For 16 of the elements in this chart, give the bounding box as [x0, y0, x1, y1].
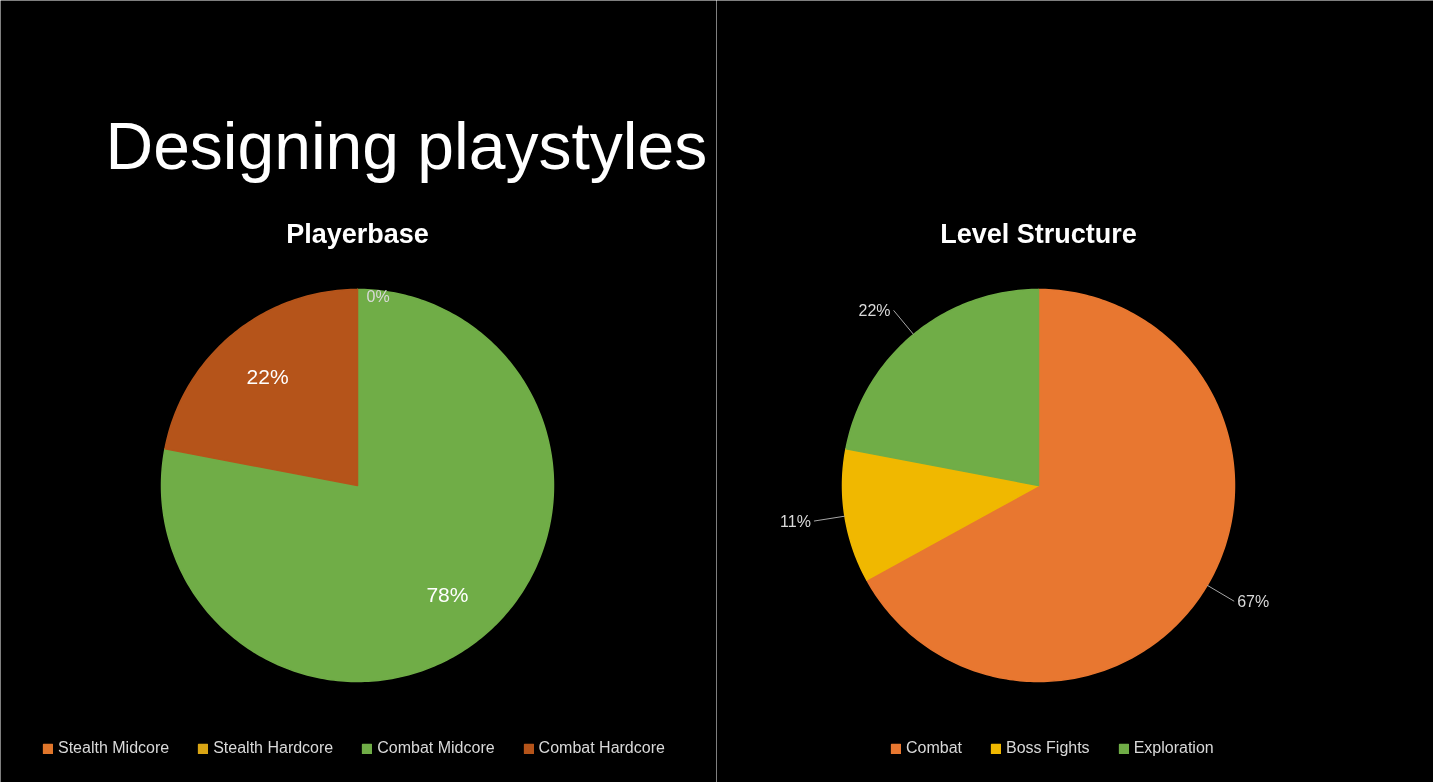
text: 0%: [366, 288, 390, 305]
legend-label: Exploration: [1133, 738, 1214, 758]
data-label: 22%: [858, 301, 891, 319]
data-label: 67%: [1237, 592, 1270, 610]
legend-label: Combat Hardcore: [538, 738, 665, 758]
text: Designing playstyles: [105, 108, 708, 183]
data-label: 78%: [426, 582, 469, 606]
legend-label: Stealth Hardcore: [213, 738, 334, 758]
legend-label: Combat: [906, 738, 963, 758]
data-label: 22%: [246, 365, 289, 389]
chart-title: Playerbase: [286, 218, 429, 249]
chart-title: Level Structure: [940, 218, 1137, 249]
data-label: 11%: [780, 512, 811, 530]
legend-label: Stealth Midcore: [58, 738, 170, 758]
legend-label: Combat Midcore: [377, 738, 495, 758]
legend-label: Boss Fights: [1006, 738, 1090, 758]
